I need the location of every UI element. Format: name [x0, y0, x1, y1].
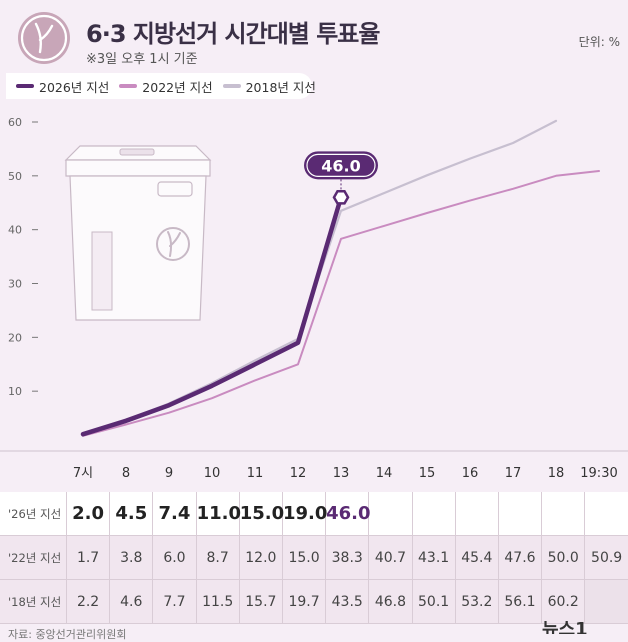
source-note: 자료: 중앙선거관리위원회: [8, 628, 127, 641]
table-cell: 15.0: [238, 492, 284, 536]
page-title: 6·3 지방선거 시간대별 투표율: [86, 20, 380, 48]
table-cell: 3.8: [109, 535, 153, 580]
annotation-badge-ring: [306, 153, 376, 177]
legend-swatch: [222, 84, 241, 88]
table-cell: 1.7: [65, 535, 110, 580]
y-tick-label: 50: [8, 170, 22, 183]
table-cell: [497, 492, 542, 536]
y-tick-label: 20: [8, 331, 22, 344]
table-cell: 12.0: [238, 535, 283, 580]
table-cell: 11.5: [195, 579, 240, 624]
table-cell: 50.0: [541, 535, 585, 580]
x-tick-label: 13: [333, 466, 350, 481]
table-cell: 2.2: [65, 579, 110, 624]
annotation-group: 46.0: [304, 151, 378, 205]
x-tick-label: 17: [505, 466, 522, 481]
row-label: '22년 지선: [0, 535, 67, 580]
x-tick-label: 7시: [73, 466, 93, 481]
x-tick-label: 19:30: [580, 466, 617, 481]
series-line-2022: [82, 170, 600, 437]
table-cell: 53.2: [454, 579, 499, 624]
ballot-logo-icon: [18, 12, 70, 64]
table-cell: 15.7: [238, 579, 283, 624]
table-cell: 43.5: [325, 579, 369, 624]
table-cell: 46.8: [368, 579, 412, 624]
table-cell: [584, 492, 628, 536]
x-tick-label: 14: [376, 466, 393, 481]
table-cell: 4.5: [109, 492, 153, 536]
table-row: '18년 지선 2.2 4.6 7.7 11.5 15.7 19.7 43.5 46.8 50.1…: [0, 579, 628, 624]
annotation-label: 46.0: [321, 156, 360, 175]
legend-label: 2022년 지선: [142, 79, 213, 95]
table-cell: 45.4: [454, 535, 499, 580]
x-tick-label: 11: [247, 466, 264, 481]
legend-item-2026: 2026년 지선: [16, 77, 109, 96]
table-cell: 40.7: [368, 535, 412, 580]
table-cell: [411, 492, 456, 536]
table-cell: 47.6: [497, 535, 542, 580]
table-cell: 7.7: [152, 579, 197, 624]
legend-swatch: [16, 84, 34, 88]
line-chart: 10 20 30 40 50 60 7시 8 9 10 11 12 13 14 15 16 17 18 19:30…: [0, 116, 628, 481]
y-tick-label: 10: [8, 385, 22, 398]
table-cell: 15.0: [281, 535, 326, 580]
table-cell: [541, 492, 585, 536]
row-label: '26년 지선: [0, 492, 67, 536]
x-tick-label: 15: [419, 466, 436, 481]
legend-label: 2018년 지선: [245, 79, 316, 95]
data-table: '26년 지선 2.0 4.5 7.4 11.0 15.0 19.0 46.0'22년 지선 1…: [0, 492, 628, 624]
table-cell: 56.1: [497, 579, 542, 624]
table-cell: 6.0: [152, 535, 197, 580]
svg-text:뉴스1: 뉴스1: [542, 621, 588, 634]
table-cell: [368, 492, 412, 536]
x-axis: 7시 8 9 10 11 12 13 14 15 16 17 18 19:30: [73, 466, 618, 481]
table-cell: 43.1: [411, 535, 456, 580]
y-tick-label: 30: [8, 278, 22, 291]
ballot-box-icon: [64, 145, 212, 321]
table-cell: 46.0: [325, 492, 371, 536]
table-cell: 50.1: [411, 579, 456, 624]
x-tick-label: 8: [122, 466, 130, 481]
annotation-badge: [304, 151, 378, 180]
x-tick-label: 18: [548, 466, 565, 481]
table-cell: 19.0: [281, 492, 327, 536]
y-tick-label: 40: [8, 224, 22, 237]
legend-item-2018: 2018년 지선: [222, 77, 316, 96]
x-tick-label: 16: [462, 466, 479, 481]
table-cell: 8.7: [195, 535, 240, 580]
highlight-point-marker: [332, 190, 350, 205]
table-cell: [454, 492, 499, 536]
table-cell: 19.7: [281, 579, 326, 624]
table-cell: 4.6: [109, 579, 153, 624]
row-label: '18년 지선: [0, 579, 67, 624]
y-axis: 10 20 30 40 50 60: [8, 116, 38, 398]
x-tick-label: 9: [165, 466, 173, 481]
series-line-2026: [80, 195, 344, 437]
series-group: [80, 119, 600, 437]
y-tick-label: 60: [8, 116, 22, 129]
table-cell: 50.9: [584, 535, 628, 580]
legend-swatch: [119, 84, 138, 88]
table-row: '26년 지선 2.0 4.5 7.4 11.0 15.0 19.0 46.0: [0, 492, 628, 536]
subtitle: ※3일 오후 1시 기준: [86, 52, 198, 67]
table-row: '22년 지선 1.7 3.8 6.0 8.7 12.0 15.0 38.3 40.7 43.1 4…: [0, 535, 628, 580]
table-cell: 11.0: [195, 492, 241, 536]
chart-legend: 2026년 지선 2022년 지선 2018년 지선: [6, 73, 316, 99]
unit-label: 단위: %: [578, 35, 620, 49]
table-cell: 60.2: [541, 579, 585, 624]
table-cell: [584, 579, 628, 624]
table-cell: 7.4: [152, 492, 197, 536]
legend-label: 2026년 지선: [39, 79, 110, 95]
legend-item-2022: 2022년 지선: [119, 77, 213, 96]
table-cell: 2.0: [65, 492, 110, 536]
news1-logo: 뉴스1: [542, 620, 614, 634]
table-cell: 38.3: [325, 535, 369, 580]
x-tick-label: 12: [290, 466, 307, 481]
x-tick-label: 10: [204, 466, 221, 481]
